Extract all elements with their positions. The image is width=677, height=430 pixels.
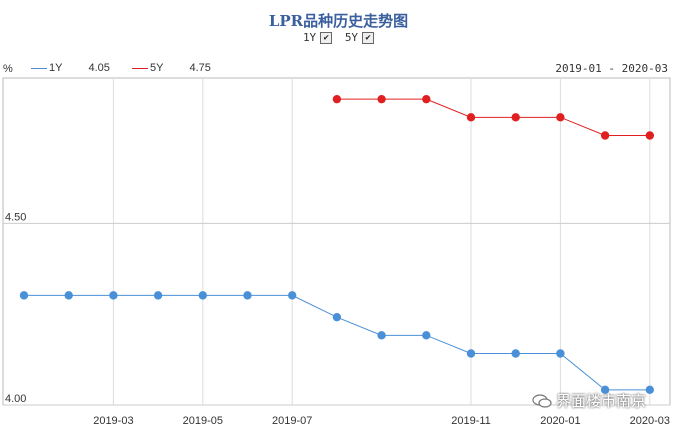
data-point-1y [645,385,654,395]
data-point-5y [466,113,476,122]
legend-value-5y: 4.75 [189,62,211,74]
date-range: 2019-01 - 2020-03 [555,62,668,75]
watermark: 界面楼市南京 [532,390,646,411]
grid-lines [2,77,671,406]
data-point-5y [332,94,342,104]
x-tick-label: 2019-05 [183,415,223,427]
toggle-1y[interactable]: 1Y ✔ [302,31,333,44]
y-tick-label: 4.00 [5,393,26,405]
data-point-5y [422,94,431,104]
y-unit-label: % [3,63,13,75]
data-point-1y [377,331,386,340]
x-tick-label: 2020-01 [540,415,580,427]
data-point-5y [511,113,520,122]
data-point-1y [19,291,29,300]
series-toggles: 1Y ✔ 5Y ✔ [0,31,677,44]
data-point-1y [556,349,565,358]
data-point-1y [466,349,476,358]
plot-frame [2,77,671,406]
toggle-5y[interactable]: 5Y ✔ [344,31,375,44]
x-tick-label: 2019-11 [451,415,491,427]
data-point-1y [600,385,610,395]
toggle-1y-label: 1Y [302,31,317,44]
data-point-5y [600,131,610,140]
legend-swatch-1y [31,67,47,69]
series-layer [19,94,654,395]
data-point-5y [377,94,386,104]
legend-item-5y: 5Y 4.75 [132,62,211,74]
data-point-1y [153,291,163,300]
data-point-1y [64,291,73,300]
data-point-1y [243,291,252,300]
wechat-icon [532,393,552,408]
series-line-1y [24,294,650,391]
x-tick-label: 2019-07 [272,415,312,427]
chart-title: LPR品种历史走势图 [268,12,409,30]
data-point-5y [556,113,565,122]
data-point-1y [288,291,297,300]
data-point-5y [645,131,654,140]
data-point-1y [422,331,431,340]
watermark-text: 界面楼市南京 [556,393,647,410]
data-point-1y [511,349,520,358]
x-tick-label: 2020-03 [630,415,670,427]
legend-name-1y: 1Y [49,62,63,74]
checkbox-checked-icon[interactable]: ✔ [362,31,375,44]
legend-value-1y: 4.05 [88,62,110,74]
data-point-1y [198,291,207,300]
axis-labels: 2019-03 2019-05 2019-07 2019-11 2020-01 2020-… [5,211,670,427]
legend-item-1y: 1Y 4.05 [31,62,110,74]
data-point-1y [109,291,118,300]
data-point-1y [332,312,342,322]
legend-swatch-5y [132,67,148,69]
y-tick-label: 4.50 [5,211,26,223]
x-tick-label: 2019-03 [93,415,133,427]
legend-name-5y: 5Y [150,62,164,74]
checkbox-checked-icon[interactable]: ✔ [320,31,333,44]
series-line-5y [336,98,650,136]
toggle-5y-label: 5Y [344,31,359,44]
